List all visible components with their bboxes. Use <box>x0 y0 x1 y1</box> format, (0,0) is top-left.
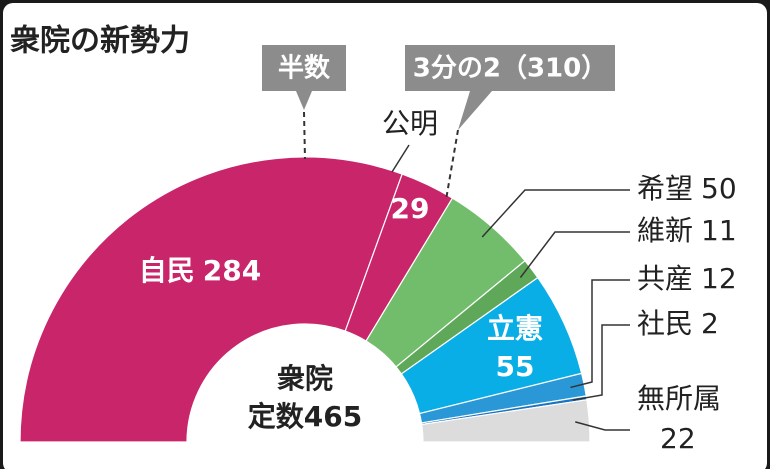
leader-line <box>572 324 630 401</box>
party-name: 立憲 <box>487 312 543 345</box>
center-label: 衆院 <box>277 362 333 395</box>
slice-label: 無所属 <box>637 382 721 415</box>
slice-label: 公明 <box>382 107 438 140</box>
seat-count: 55 <box>496 350 535 383</box>
marker-label: 半数 <box>278 54 331 84</box>
slice <box>19 156 403 443</box>
seat-count: 50 <box>701 172 737 205</box>
seat-count: 284 <box>203 254 261 287</box>
slice <box>421 399 591 443</box>
slice-label: 立憲 <box>487 312 543 345</box>
marker-pointer <box>296 91 312 110</box>
marker-pointer <box>458 91 492 130</box>
slice-label: 55 <box>496 350 535 383</box>
marker-label: 3分の2（310） <box>413 54 607 84</box>
seat-count: 22 <box>660 422 696 455</box>
party-name: 無所属 <box>637 382 721 415</box>
marker-line <box>303 111 306 160</box>
slice-label: 共産 12 <box>637 262 737 295</box>
seat-count: 12 <box>701 262 737 295</box>
party-name: 維新 <box>637 214 693 247</box>
party-name: 公明 <box>382 107 438 140</box>
leader-line <box>570 279 630 389</box>
marker-box <box>405 45 615 91</box>
slice-label: 維新 11 <box>637 214 737 247</box>
slice-label: 29 <box>391 192 430 225</box>
party-name: 希望 <box>637 172 693 205</box>
marker-line <box>445 129 459 198</box>
chart-title: 衆院の新勢力 <box>10 24 190 59</box>
seat-count: 2 <box>701 307 719 340</box>
center-label: 定数465 <box>248 400 362 433</box>
slice-label: 22 <box>660 422 696 455</box>
party-name: 共産 <box>637 262 693 295</box>
leader-line <box>575 421 630 431</box>
seat-count: 11 <box>701 214 737 247</box>
slice-label: 自民 284 <box>139 254 261 287</box>
slice-label: 希望 50 <box>637 172 737 205</box>
leader-line <box>391 144 410 173</box>
seat-count: 29 <box>391 192 430 225</box>
marker-box <box>262 45 346 91</box>
party-name: 自民 <box>139 254 195 287</box>
party-name: 社民 <box>637 307 693 340</box>
slice-label: 社民 2 <box>637 307 719 340</box>
leader-line <box>481 189 630 238</box>
leader-line <box>519 231 630 279</box>
